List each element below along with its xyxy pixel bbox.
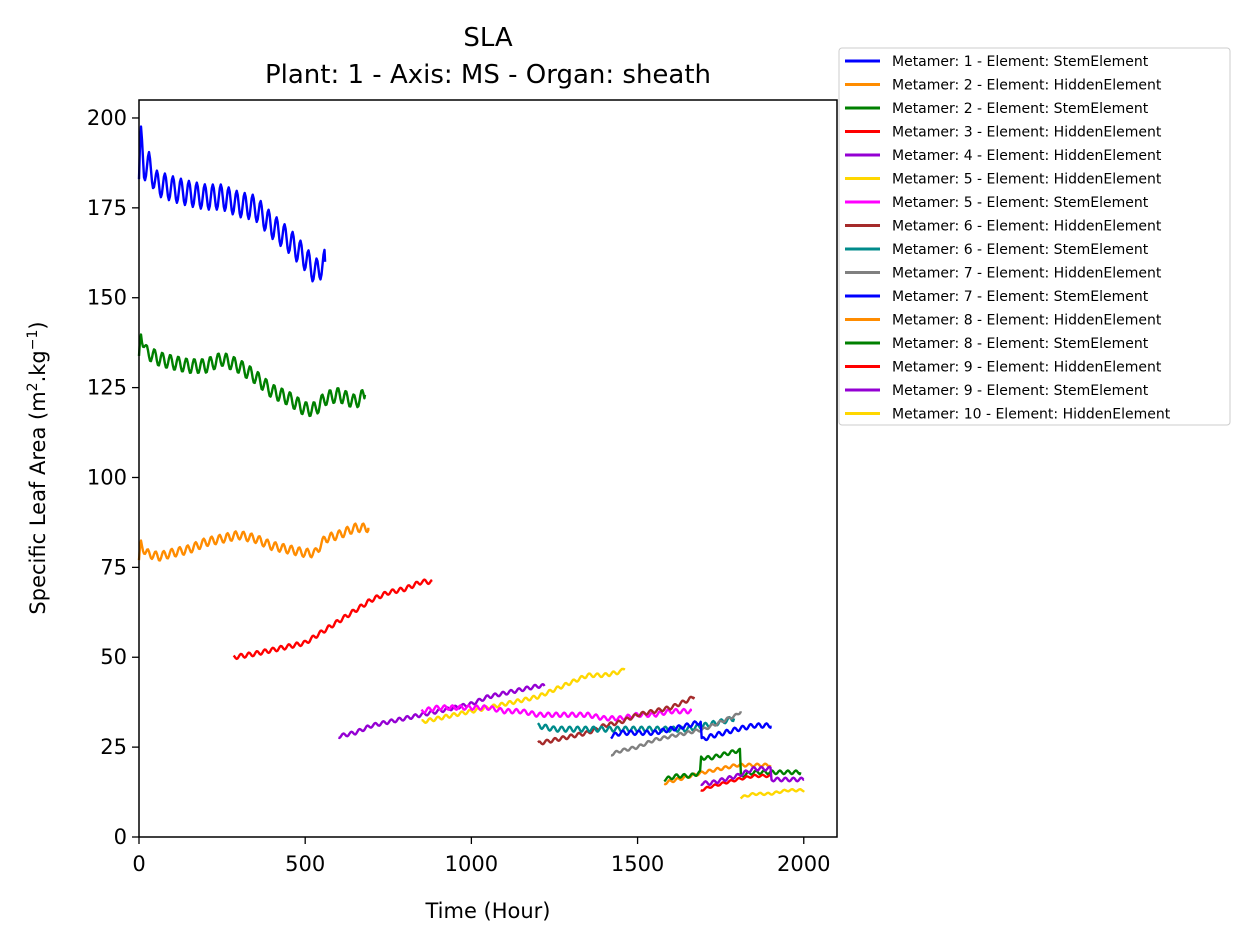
plot-lines (137, 125, 805, 800)
legend-label: Metamer: 5 - Element: HiddenElement (892, 172, 1162, 188)
legend-label: Metamer: 10 - Element: HiddenElement (892, 407, 1171, 423)
legend-label: Metamer: 3 - Element: HiddenElement (892, 125, 1162, 141)
series-line (420, 704, 692, 722)
series-line (700, 773, 772, 792)
x-axis-ticks: 0 500 1000 1500 2000 (132, 837, 830, 876)
chart-title: SLA (463, 23, 513, 53)
series-line (137, 522, 370, 562)
legend-label: Metamer: 2 - Element: StemElement (892, 101, 1149, 117)
y-tick-label: 50 (100, 645, 127, 669)
legend-label: Metamer: 9 - Element: HiddenElement (892, 360, 1162, 376)
legend-frame (838, 47, 1231, 426)
x-tick-label: 1000 (445, 852, 498, 876)
y-tick-label: 25 (100, 735, 127, 759)
y-tick-label: 0 (114, 825, 127, 849)
legend-label: Metamer: 4 - Element: HiddenElement (892, 148, 1162, 164)
legend-label: Metamer: 1 - Element: StemElement (892, 54, 1149, 70)
legend-label: Metamer: 2 - Element: HiddenElement (892, 78, 1162, 94)
y-tick-label: 200 (87, 106, 127, 130)
series-line (610, 711, 742, 757)
legend-label: Metamer: 8 - Element: HiddenElement (892, 313, 1162, 329)
y-axis-label-end: ) (26, 321, 50, 329)
legend-label: Metamer: 7 - Element: StemElement (892, 289, 1149, 305)
series-line (338, 683, 546, 740)
legend-label: Metamer: 6 - Element: HiddenElement (892, 219, 1162, 235)
y-tick-label: 75 (100, 555, 127, 579)
legend-label: Metamer: 8 - Element: StemElement (892, 336, 1149, 352)
x-tick-label: 500 (285, 852, 325, 876)
y-axis-label: Specific Leaf Area (m2.kg−1) (25, 321, 50, 614)
series-line (663, 747, 802, 783)
series-line (232, 578, 433, 661)
y-tick-label: 150 (87, 286, 127, 310)
y-axis-ticks: 0 25 50 75 100 125 150 175 200 (87, 106, 139, 849)
legend-label: Metamer: 5 - Element: StemElement (892, 195, 1149, 211)
y-axis-label-sup-1: 2 (25, 382, 41, 391)
plot-frame (138, 99, 838, 838)
series-line (137, 333, 367, 418)
y-tick-label: 175 (87, 196, 127, 220)
y-axis-label-sup-2: −1 (25, 330, 41, 351)
series-line (700, 765, 805, 787)
series-line (536, 715, 736, 733)
x-tick-label: 2000 (777, 852, 830, 876)
legend-label: Metamer: 7 - Element: HiddenElement (892, 266, 1162, 282)
y-tick-label: 125 (87, 376, 127, 400)
series-line (537, 695, 696, 746)
series-line (137, 125, 327, 283)
x-axis-label: Time (Hour) (424, 899, 550, 923)
series-line (739, 788, 805, 800)
legend-label: Metamer: 6 - Element: StemElement (892, 242, 1149, 258)
series-line (421, 667, 626, 724)
y-axis-label-main: Specific Leaf Area (m (26, 391, 50, 614)
chart-subtitle: Plant: 1 - Axis: MS - Organ: sheath (265, 60, 711, 90)
series-line (610, 720, 772, 742)
y-tick-label: 100 (87, 465, 127, 489)
legend: Metamer: 1 - Element: StemElement Metamer… (838, 47, 1231, 426)
legend-label: Metamer: 9 - Element: StemElement (892, 383, 1149, 399)
y-axis-label-mid: .kg (26, 350, 50, 382)
x-tick-label: 0 (132, 852, 145, 876)
x-tick-label: 1500 (611, 852, 664, 876)
